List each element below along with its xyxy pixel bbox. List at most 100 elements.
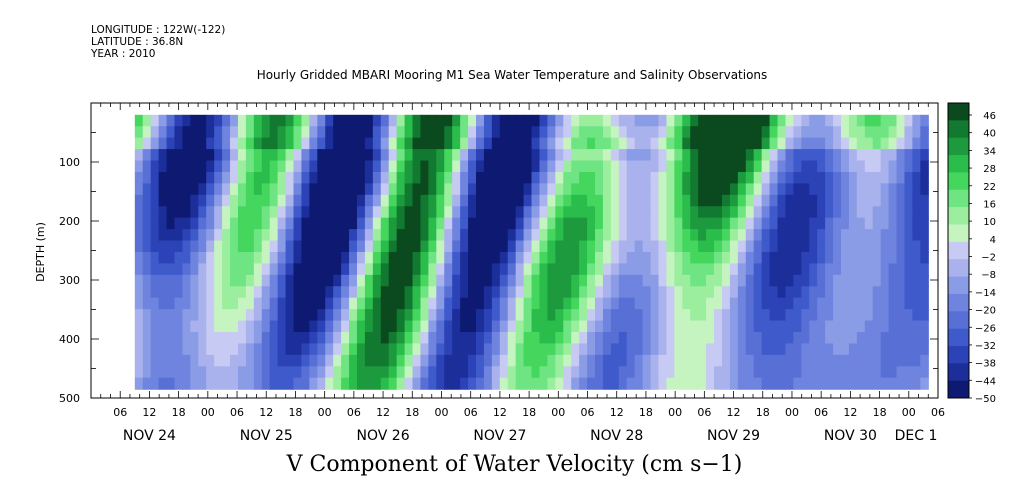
heatmap-cell [499, 286, 509, 299]
heatmap-cell [547, 229, 556, 242]
heatmap-cell [515, 229, 525, 242]
heatmap-cell [595, 194, 604, 207]
heatmap-cell [261, 320, 271, 333]
heatmap-cell [174, 309, 184, 322]
heatmap-cell [523, 183, 533, 196]
heatmap-cell [563, 377, 572, 390]
colorbar-swatch [948, 224, 969, 243]
heatmap-cell [182, 366, 191, 379]
heatmap-cell [658, 229, 668, 242]
heatmap-cell [698, 274, 707, 287]
heatmap-cell [341, 217, 350, 230]
heatmap-cell [190, 171, 199, 184]
heatmap-cell [150, 286, 160, 299]
heatmap-cell [333, 354, 342, 367]
heatmap-cell [325, 286, 334, 299]
heatmap-cell [269, 229, 279, 242]
heatmap-cell [555, 206, 564, 219]
heatmap-cell [420, 297, 429, 310]
heatmap-cell [507, 263, 517, 276]
heatmap-cell [698, 377, 707, 390]
heatmap-cell [309, 354, 318, 367]
heatmap-cell [499, 194, 509, 207]
heatmap-cell [190, 206, 199, 219]
x-hour-label: 00 [785, 406, 799, 419]
heatmap-cell [436, 149, 445, 162]
heatmap-cell [452, 263, 461, 276]
heatmap-cell [642, 183, 652, 196]
heatmap-cell [563, 263, 572, 276]
heatmap-cell [872, 126, 882, 139]
heatmap-cell [825, 297, 834, 310]
heatmap-cell [325, 149, 334, 162]
heatmap-cell [158, 206, 168, 219]
heatmap-cell [698, 114, 707, 127]
heatmap-cell [309, 286, 318, 299]
heatmap-cell [674, 137, 683, 150]
heatmap-cell [222, 309, 231, 322]
heatmap-cell [753, 206, 763, 219]
heatmap-cell [269, 240, 279, 253]
heatmap-cell [840, 114, 850, 127]
heatmap-cell [864, 274, 874, 287]
heatmap-cell [690, 377, 699, 390]
heatmap-cell [658, 160, 668, 173]
heatmap-cell [468, 309, 477, 322]
heatmap-cell [626, 171, 636, 184]
heatmap-cell [237, 320, 247, 333]
heatmap-cell [214, 240, 223, 253]
heatmap-cell [285, 160, 295, 173]
heatmap-cell [761, 206, 771, 219]
heatmap-cell [666, 366, 675, 379]
heatmap-cell [356, 343, 366, 356]
heatmap-cell [261, 309, 271, 322]
heatmap-cell [547, 126, 556, 139]
heatmap-cell [317, 114, 326, 127]
heatmap-cell [491, 114, 501, 127]
heatmap-cell [793, 126, 802, 139]
x-day-label: NOV 30 [824, 428, 877, 444]
heatmap-cell [222, 160, 231, 173]
heatmap-cell [285, 377, 295, 390]
heatmap-cell [460, 206, 469, 219]
heatmap-cell [864, 251, 874, 264]
heatmap-cell [372, 331, 382, 345]
heatmap-cell [595, 206, 604, 219]
heatmap-cell [848, 297, 858, 310]
heatmap-cell [198, 331, 207, 345]
heatmap-cell [317, 149, 326, 162]
heatmap-cell [531, 251, 541, 264]
heatmap-cell [523, 194, 533, 207]
heatmap-cell [904, 229, 913, 242]
heatmap-cell [436, 171, 445, 184]
heatmap-cell [333, 171, 342, 184]
heatmap-cell [555, 126, 564, 139]
heatmap-cell [301, 171, 310, 184]
heatmap-cell [261, 377, 271, 390]
heatmap-cell [150, 263, 160, 276]
heatmap-cell [658, 114, 668, 127]
heatmap-cell [293, 137, 303, 150]
heatmap-cell [745, 331, 755, 345]
heatmap-cell [547, 366, 556, 379]
heatmap-cell [325, 137, 334, 150]
heatmap-cell [714, 251, 723, 264]
heatmap-cell [142, 229, 152, 242]
heatmap-cell [134, 263, 144, 276]
heatmap-cell [198, 171, 207, 184]
heatmap-cell [729, 194, 739, 207]
heatmap-cell [261, 240, 271, 253]
heatmap-cell [420, 149, 429, 162]
heatmap-cell [174, 297, 184, 310]
heatmap-cell [848, 240, 858, 253]
heatmap-cell [595, 320, 604, 333]
heatmap-cell [468, 354, 477, 367]
heatmap-cell [190, 194, 199, 207]
heatmap-cell [349, 149, 358, 162]
colorbar-label: 40 [983, 129, 996, 140]
heatmap-cell [452, 274, 461, 287]
heatmap-cell [547, 251, 556, 264]
heatmap-cell [840, 354, 850, 367]
heatmap-cell [888, 206, 898, 219]
